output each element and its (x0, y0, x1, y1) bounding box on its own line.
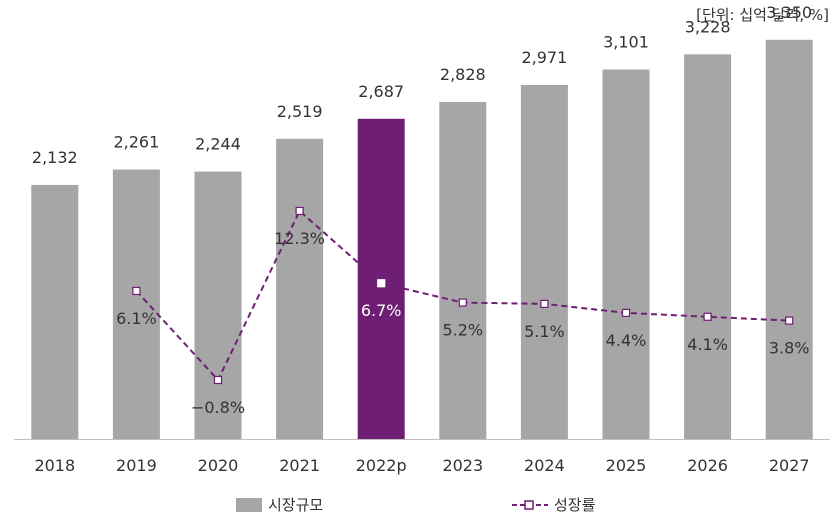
x-tick-label: 2026 (687, 456, 728, 475)
growth-value-label: 4.1% (687, 335, 728, 354)
x-tick-label: 2020 (198, 456, 239, 475)
bar (276, 138, 324, 440)
growth-marker (458, 298, 467, 307)
growth-marker (785, 316, 794, 325)
growth-marker (213, 375, 223, 385)
bar-value-label: 3,228 (685, 17, 731, 36)
bar-value-label: 3,350 (766, 3, 812, 22)
x-tick-label: 2019 (116, 456, 157, 475)
bar (520, 84, 568, 439)
bar-value-label: 2,261 (113, 133, 159, 152)
growth-value-label: 3.8% (769, 339, 810, 358)
growth-value-label: 4.4% (606, 331, 647, 350)
growth-marker (703, 312, 712, 321)
legend-item-bar: 시장규모 (236, 494, 323, 515)
bar (684, 54, 732, 439)
bar (112, 169, 160, 440)
growth-marker (540, 299, 549, 308)
legend-line-swatch (512, 499, 548, 510)
bar-value-label: 2,687 (358, 82, 404, 101)
x-tick-label: 2023 (442, 456, 483, 475)
legend: 시장규모 성장률 (0, 494, 839, 518)
bar-value-label: 3,101 (603, 32, 649, 51)
growth-marker (621, 308, 631, 318)
bar (357, 118, 405, 439)
legend-bar-swatch (236, 497, 262, 512)
bar-value-label: 2,971 (521, 48, 567, 67)
x-tick-label: 2018 (34, 456, 75, 475)
bar-value-label: 2,519 (277, 102, 323, 121)
x-tick-label: 2021 (279, 456, 320, 475)
legend-item-line: 성장률 (512, 494, 595, 515)
growth-value-label: 6.1% (116, 309, 157, 328)
growth-marker (132, 286, 141, 296)
bar-value-label: 2,244 (195, 135, 241, 154)
x-tick-label: 2022p (356, 456, 407, 475)
legend-bar-label: 시장규모 (268, 496, 324, 514)
x-tick-label: 2024 (524, 456, 565, 475)
bar (602, 69, 650, 439)
bar (194, 171, 242, 439)
growth-marker (295, 206, 304, 216)
bar-value-label: 2,132 (32, 148, 78, 167)
bar-value-label: 2,828 (440, 65, 486, 84)
growth-value-label: 12.3% (274, 229, 325, 248)
legend-line-label: 성장률 (554, 496, 596, 514)
growth-value-label: −0.8% (191, 398, 245, 417)
growth-value-label: 6.7% (361, 301, 402, 320)
growth-value-label: 5.1% (524, 322, 565, 341)
growth-value-label: 5.2% (442, 321, 483, 340)
bar (439, 101, 487, 439)
bar (31, 184, 79, 439)
x-tick-label: 2027 (769, 456, 810, 475)
growth-marker (377, 279, 386, 288)
bar (765, 39, 813, 440)
unit-note: [단위: 십억 달러, %] (696, 6, 829, 24)
x-tick-label: 2025 (606, 456, 647, 475)
